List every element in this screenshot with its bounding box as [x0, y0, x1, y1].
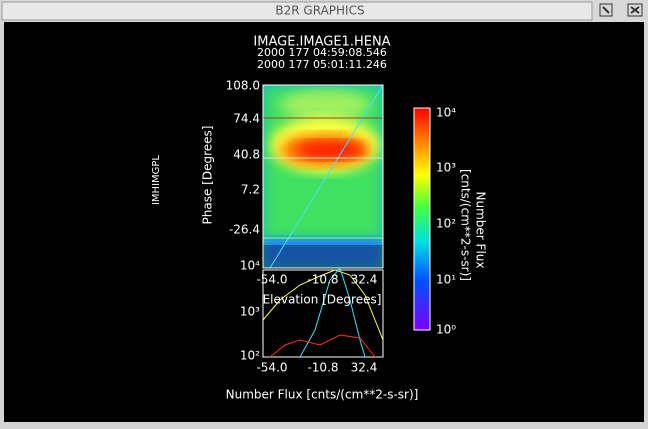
x-tick-label: -10.8	[307, 361, 338, 375]
y-tick-label: 10⁴	[240, 259, 260, 273]
y-tick-label: 10³	[240, 305, 260, 319]
window-buttons[interactable]	[599, 3, 643, 17]
y-tick-label: 108.0	[226, 79, 260, 93]
minimize-button[interactable]	[599, 3, 613, 17]
colorbar-tick-label: 10⁴	[436, 106, 456, 120]
y-axis-label: Phase [Degrees]	[201, 126, 215, 225]
colorbar-title: Number Flux	[474, 192, 488, 269]
flux-frame	[262, 269, 384, 358]
colorbar	[413, 107, 431, 331]
y-tick-label: -26.4	[229, 223, 260, 237]
colorbar-tick-label: 10²	[436, 217, 456, 231]
close-button[interactable]	[627, 3, 643, 17]
colorbar-units: [cnts/(cm**2-s-sr)]	[459, 169, 473, 281]
colorbar-tick-label: 10⁰	[436, 323, 456, 337]
x-tick-label: -54.0	[256, 273, 287, 287]
x-tick-label: -10.8	[307, 273, 338, 287]
colorbar-tick-label: 10³	[436, 161, 456, 175]
minimize-icon	[602, 6, 610, 14]
window-title: B2R GRAPHICS	[275, 4, 364, 18]
x-axis-label: Elevation [Degrees]	[263, 293, 382, 307]
time-end: 2000 177 05:01:11.246	[257, 58, 387, 71]
heatmap	[263, 85, 383, 268]
flux-curve	[269, 334, 376, 358]
x-tick-label: 32.4	[351, 361, 378, 375]
title-bar-inner	[1, 1, 593, 21]
x-tick-label: -54.0	[256, 361, 287, 375]
image-frame	[262, 84, 384, 269]
time-start: 2000 177 04:59:08.546	[257, 46, 387, 59]
y-tick-label: 40.8	[233, 148, 260, 162]
flux-curve	[299, 266, 366, 358]
plot-title: IMAGE.IMAGE1.HENA	[253, 35, 390, 50]
close-icon	[630, 6, 640, 14]
x-tick-label: 32.4	[351, 273, 378, 287]
y-tick-label: 7.2	[241, 183, 260, 197]
y-tick-label: 74.4	[233, 112, 260, 126]
flux-axis-label: Number Flux [cnts/(cm**2-s-sr)]	[226, 388, 419, 402]
side-label: IMHIMGPL	[151, 155, 162, 205]
flux-curve	[262, 269, 384, 341]
colorbar-tick-label: 10¹	[436, 273, 456, 287]
y-tick-label: 10²	[240, 349, 260, 363]
